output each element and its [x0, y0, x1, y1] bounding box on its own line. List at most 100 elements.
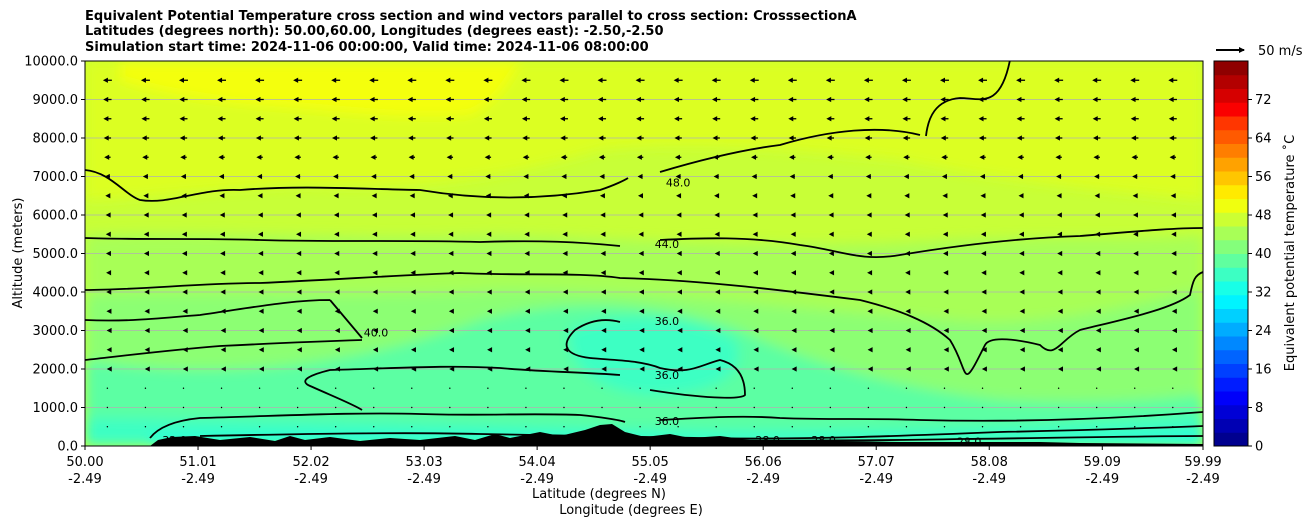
- wind-vector: [144, 406, 147, 409]
- wind-vector: [943, 426, 946, 428]
- wind-vector: [1171, 212, 1177, 218]
- wind-vector: [940, 116, 949, 122]
- wind-vector: [905, 387, 908, 389]
- wind-vector: [483, 96, 493, 103]
- wind-vector: [639, 406, 641, 409]
- wind-vector: [295, 193, 301, 199]
- wind-vector: [827, 154, 834, 160]
- wind-vector: [560, 135, 568, 141]
- wind-vector: [826, 96, 835, 103]
- wind-vector: [408, 154, 415, 160]
- wind-vector: [601, 347, 607, 353]
- wind-vector: [749, 77, 759, 83]
- wind-vector: [142, 154, 149, 160]
- wind-vector: [943, 387, 946, 389]
- wind-vector: [753, 347, 759, 353]
- wind-vector: [182, 270, 188, 276]
- wind-vector: [635, 77, 645, 83]
- wind-vector: [296, 347, 302, 353]
- y-axis-label: Altitude (meters): [11, 198, 26, 309]
- wind-vector: [599, 173, 605, 180]
- wind-vector: [1019, 366, 1025, 372]
- wind-vector: [293, 96, 302, 103]
- wind-vector: [1133, 347, 1139, 353]
- wind-vector: [562, 270, 568, 276]
- wind-vector: [943, 308, 949, 314]
- wind-vector: [675, 173, 681, 180]
- contour-40-lower: [85, 299, 363, 339]
- wind-vector: [905, 406, 908, 409]
- wind-vector: [220, 327, 226, 334]
- wind-vector: [753, 426, 755, 428]
- wind-vector: [752, 193, 758, 199]
- wind-vector: [902, 135, 911, 141]
- y-tick-label: 3000.0: [33, 324, 79, 339]
- wind-vector: [677, 366, 683, 372]
- x-tick-label-lat: 54.04: [519, 455, 556, 470]
- wind-vector: [525, 387, 527, 389]
- wind-vector: [106, 406, 109, 409]
- wind-vector: [1132, 193, 1138, 199]
- wind-vector: [712, 135, 720, 141]
- wind-vector: [979, 173, 986, 180]
- contour-label-text: 28.0: [755, 434, 780, 447]
- wind-vector: [220, 406, 223, 409]
- wind-vector: [636, 154, 644, 160]
- wind-vector: [674, 116, 683, 122]
- y-tick-label: 10000.0: [24, 55, 78, 70]
- wind-vector: [753, 387, 755, 389]
- wind-vector: [1095, 308, 1101, 314]
- wind-vector: [257, 193, 263, 199]
- wind-vector: [791, 270, 797, 276]
- wind-vector: [562, 212, 568, 218]
- wind-vector: [182, 406, 185, 409]
- wind-vector: [523, 173, 529, 180]
- wind-vector: [674, 154, 682, 160]
- wind-vector: [296, 327, 302, 334]
- colorbar-segment: [1214, 212, 1248, 227]
- x-tick-label-lon: -2.49: [181, 472, 215, 487]
- wind-vector: [981, 289, 987, 295]
- wind-vector: [753, 327, 759, 334]
- y-tick-label: 0.0: [57, 440, 78, 455]
- colorbar-segment: [1214, 157, 1248, 172]
- wind-vector: [943, 327, 949, 334]
- wind-vector: [141, 116, 150, 122]
- wind-vector: [410, 289, 416, 295]
- wind-vector: [524, 231, 530, 237]
- wind-vector: [941, 173, 948, 180]
- wind-vector: [981, 406, 984, 409]
- wind-vector: [1054, 116, 1063, 122]
- wind-vector: [598, 135, 606, 141]
- wind-vector: [1057, 231, 1063, 237]
- wind-vector: [334, 250, 340, 257]
- colorbar-segment: [1214, 432, 1248, 447]
- wind-vector: [561, 173, 567, 180]
- wind-vector: [714, 212, 720, 218]
- wind-vector: [372, 250, 378, 257]
- wind-vector: [1057, 270, 1063, 276]
- wind-vector: [1170, 193, 1176, 199]
- wind-vector: [673, 77, 683, 83]
- wind-vector: [1172, 366, 1178, 372]
- wind-vector: [333, 173, 339, 180]
- wind-vector: [673, 96, 683, 103]
- wind-vector: [865, 173, 871, 180]
- colorbar-segment: [1214, 143, 1248, 158]
- wind-vector: [102, 77, 112, 83]
- wind-vector: [713, 173, 719, 180]
- wind-vector: [332, 135, 340, 141]
- y-tick-label: 1000.0: [33, 401, 79, 416]
- wind-vector: [179, 135, 188, 141]
- wind-vector: [635, 96, 645, 103]
- colorbar-segment: [1214, 253, 1248, 268]
- contour-36-bubble: [304, 319, 746, 411]
- wind-vector: [486, 270, 492, 276]
- x-tick-label-lon: -2.49: [1186, 472, 1220, 487]
- y-tick-label: 5000.0: [33, 247, 79, 262]
- wind-vector: [559, 96, 569, 103]
- wind-vector: [334, 231, 340, 237]
- wind-vector: [333, 193, 339, 199]
- wind-vector: [978, 77, 988, 83]
